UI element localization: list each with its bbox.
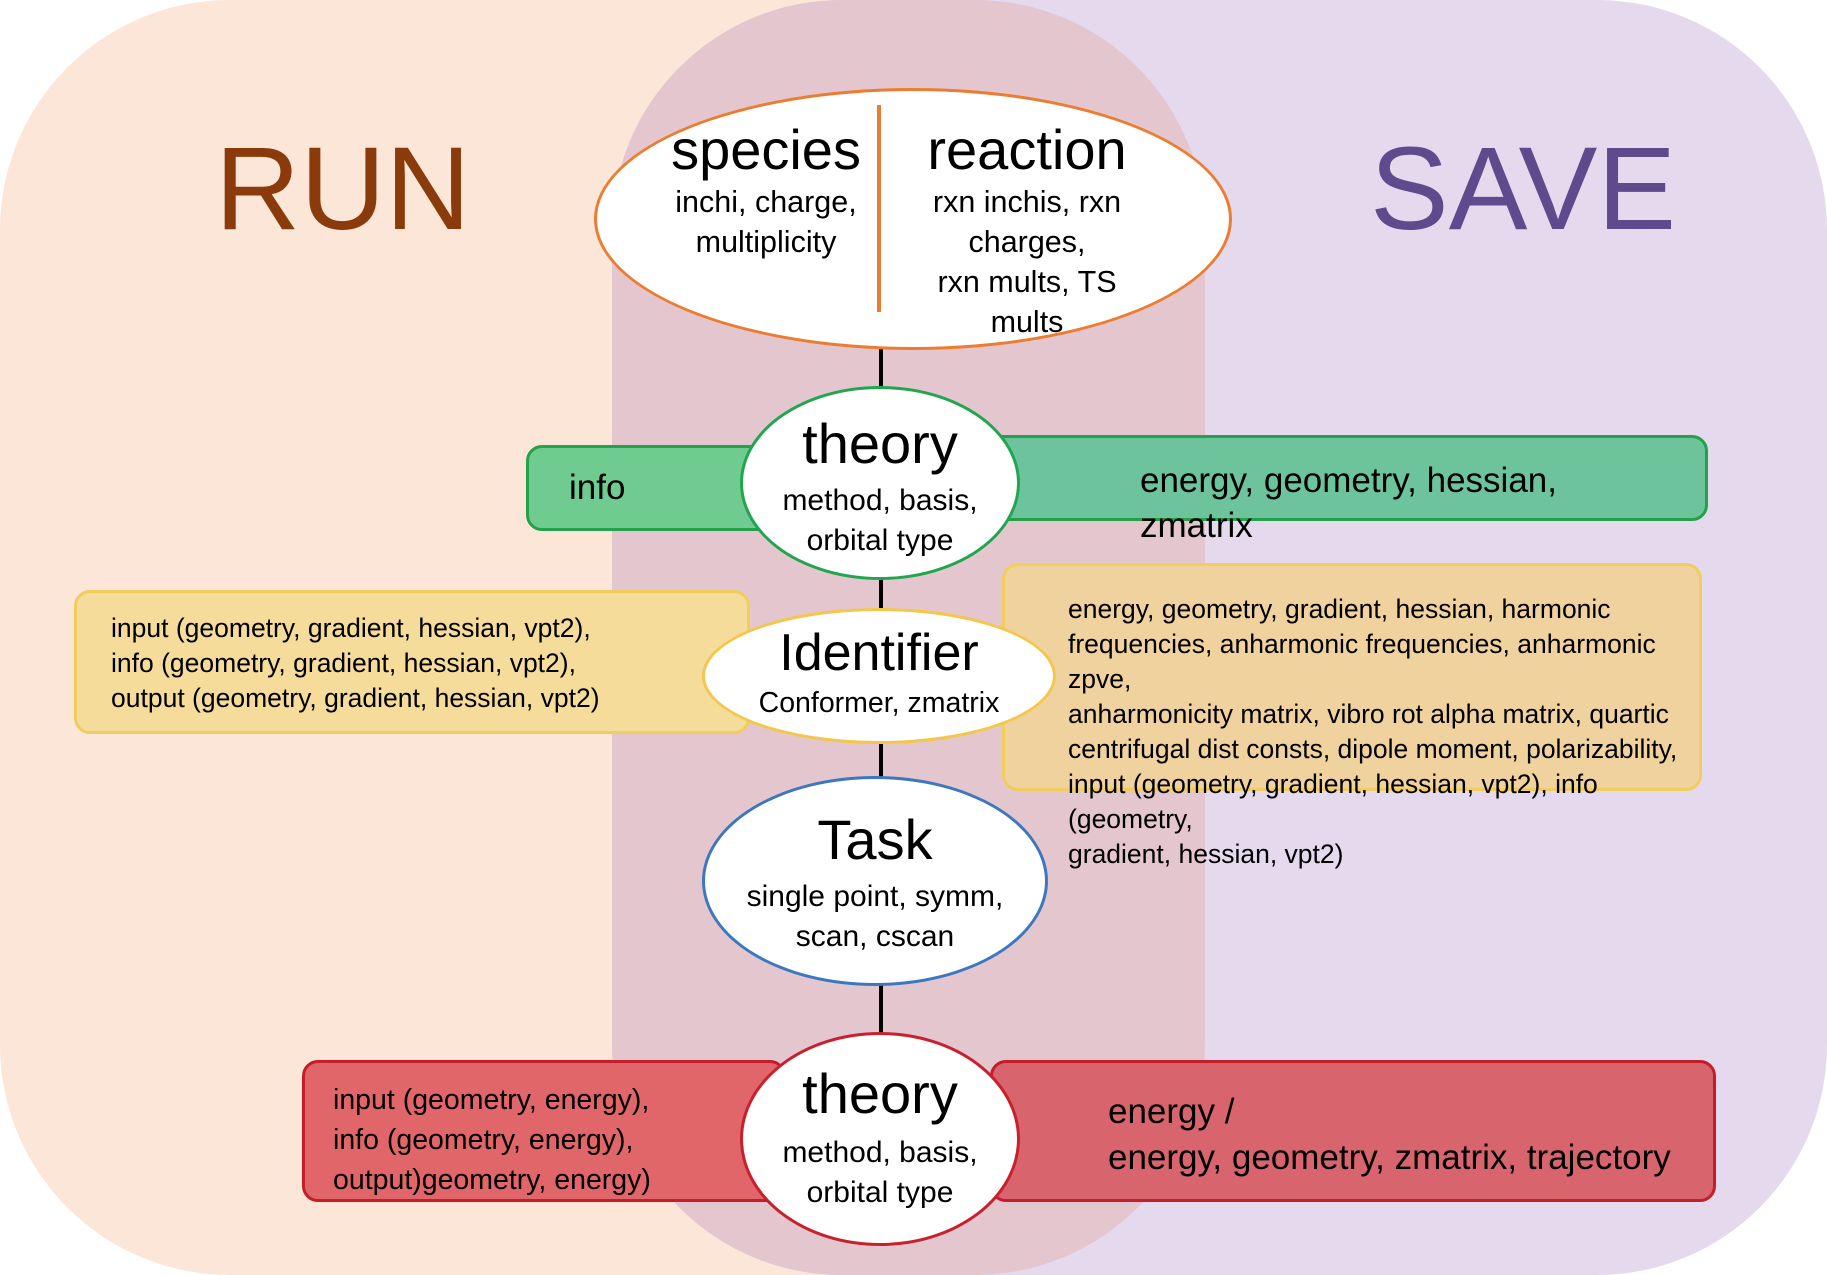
identifier-subtitle: Conformer, zmatrix [758,687,1000,720]
task-node: Task single point, symm, scan, cscan [702,776,1048,986]
task-subtitle: single point, symm, scan, cscan [746,879,1004,953]
species-reaction-divider [877,105,881,312]
reaction-block: reaction rxn inchis, rxn charges, rxn mu… [897,118,1157,342]
identifier-node: Identifier Conformer, zmatrix [702,608,1056,744]
theory-top-title: theory [802,412,958,475]
species-block: species inchi, charge, multiplicity [655,118,877,262]
theory-bottom-run-bar: input (geometry, energy), info (geometry… [302,1060,786,1202]
species-title: species [671,118,861,181]
theory-top-subtitle: method, basis, orbital type [782,483,978,557]
theory-bottom-save-bar: energy / energy, geometry, zmatrix, traj… [990,1060,1716,1202]
species-subtitle: inchi, charge, multiplicity [675,185,857,259]
species-reaction-node [594,88,1232,350]
identifier-title: Identifier [779,624,979,682]
identifier-save-bar: energy, geometry, gradient, hessian, har… [1002,563,1702,869]
theory-bottom-title: theory [802,1062,958,1125]
theory-bottom-subtitle: method, basis, orbital type [782,1135,978,1209]
reaction-title: reaction [927,118,1127,181]
reaction-subtitle: rxn inchis, rxn charges, rxn mults, TS m… [932,185,1122,339]
theory-node-top: theory method, basis, orbital type [740,386,1020,580]
run-label: RUN [215,123,471,255]
save-label: SAVE [1370,123,1677,255]
theory-save-bar: energy, geometry, hessian, zmatrix [982,435,1708,545]
theory-node-bottom: theory method, basis, orbital type [740,1032,1020,1246]
task-title: Task [817,808,933,871]
identifier-run-bar: input (geometry, gradient, hessian, vpt2… [74,590,750,734]
